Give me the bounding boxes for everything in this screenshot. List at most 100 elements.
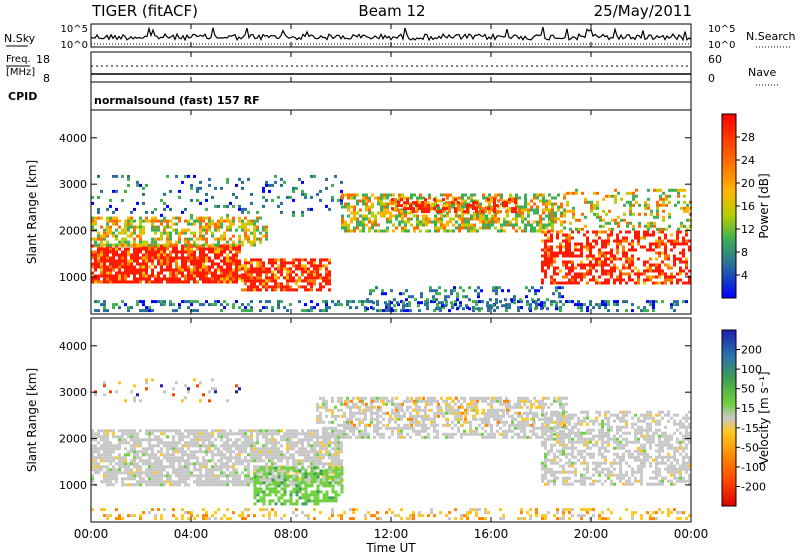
range-cell (211, 483, 214, 487)
range-cell (490, 198, 493, 202)
range-cell (232, 262, 235, 266)
range-cell (622, 266, 625, 270)
range-cell (495, 298, 498, 302)
range-cell (368, 220, 371, 224)
range-cell (616, 278, 619, 282)
range-cell (325, 472, 329, 476)
range-cell (145, 474, 148, 478)
range-cell (250, 243, 253, 247)
range-cell (295, 444, 298, 448)
range-cell (247, 453, 250, 457)
range-cell (325, 309, 328, 313)
range-cell (217, 453, 220, 457)
range-cell (537, 289, 540, 293)
range-cell (280, 487, 284, 491)
range-cell (223, 234, 226, 238)
range-cell (334, 481, 338, 485)
range-cell (555, 289, 558, 293)
range-cell (124, 468, 127, 472)
range-cell (139, 265, 142, 269)
range-cell (409, 204, 412, 208)
range-cell (139, 240, 142, 244)
range-cell (322, 264, 325, 268)
range-cell (392, 214, 395, 218)
range-cell (178, 438, 181, 442)
range-cell (421, 429, 424, 433)
range-cell (325, 414, 328, 418)
range-cell (187, 456, 190, 460)
range-cell (166, 429, 169, 433)
range-cell (337, 459, 340, 463)
range-cell (178, 189, 181, 193)
range-cell (229, 465, 232, 469)
range-cell (112, 432, 115, 436)
range-cell (172, 247, 175, 251)
range-cell (274, 466, 278, 470)
range-cell (238, 450, 241, 454)
range-cell (442, 204, 445, 208)
range-cell (127, 265, 130, 269)
range-cell (586, 263, 589, 267)
y-tick-label: 3000 (59, 178, 87, 191)
range-cell (319, 288, 322, 292)
range-cell (124, 471, 127, 475)
range-cell (103, 243, 106, 247)
range-cell (328, 450, 331, 454)
range-cell (382, 435, 385, 439)
range-cell (622, 251, 625, 255)
range-cell (491, 214, 494, 218)
range-cell (235, 300, 238, 304)
range-cell (454, 210, 457, 214)
range-cell (430, 402, 433, 406)
range-cell (157, 483, 160, 487)
range-cell (590, 206, 593, 210)
range-cell (547, 251, 550, 255)
range-cell (365, 214, 368, 218)
range-cell (145, 450, 148, 454)
range-cell (154, 250, 157, 254)
range-cell (139, 429, 142, 433)
range-cell (610, 260, 613, 264)
cpid-text: normalsound (fast) 157 RF (94, 94, 260, 107)
range-cell (307, 477, 310, 481)
range-cell (139, 222, 142, 226)
range-cell (458, 214, 461, 218)
range-cell (187, 277, 190, 281)
range-cell (415, 399, 418, 403)
range-cell (247, 462, 250, 466)
range-cell (241, 243, 244, 247)
range-cell (304, 499, 308, 503)
range-cell (157, 256, 160, 260)
range-cell (530, 199, 533, 203)
range-cell (304, 487, 308, 491)
range-cell (386, 208, 389, 212)
range-cell (313, 435, 316, 439)
range-cell (331, 183, 334, 187)
range-cell (160, 480, 163, 484)
range-cell (283, 432, 286, 436)
range-cell (271, 306, 274, 310)
range-cell (148, 243, 151, 247)
range-cell (337, 462, 340, 466)
range-cell (166, 277, 169, 281)
range-cell (340, 462, 343, 466)
range-cell (211, 271, 214, 275)
range-cell (211, 303, 214, 307)
range-cell (139, 465, 142, 469)
range-cell (304, 303, 307, 307)
range-cell (565, 233, 568, 237)
range-cell (229, 262, 232, 266)
range-cell (377, 223, 380, 227)
range-cell (364, 306, 367, 310)
range-cell (274, 279, 277, 283)
range-cell (181, 259, 184, 263)
range-cell (449, 229, 452, 233)
range-cell (359, 223, 362, 227)
range-cell (536, 208, 539, 212)
range-cell (244, 429, 247, 433)
range-cell (488, 205, 491, 209)
range-cell (211, 450, 214, 454)
range-cell (668, 194, 671, 198)
range-cell (400, 417, 403, 421)
range-cell (217, 219, 220, 223)
